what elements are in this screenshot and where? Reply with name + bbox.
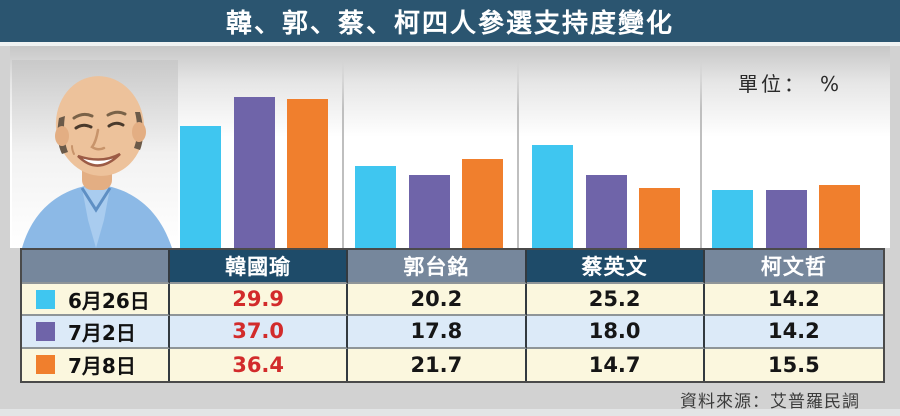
unit-label: 單位： % [737, 72, 842, 96]
bar-韓國瑜-7月2日 [233, 97, 275, 248]
value-ko-0626: 14.2 [704, 284, 883, 317]
column-header-tsai: 蔡英文 [526, 250, 705, 284]
bar-韓國瑜-7月8日 [287, 99, 328, 248]
bar-蔡英文-6月26日 [532, 145, 573, 248]
value-ko-0708: 15.5 [704, 348, 883, 381]
bar-蔡英文-7月8日 [639, 188, 680, 248]
value-han-0708: 36.4 [170, 348, 349, 381]
date-label: 7月2日 [68, 320, 136, 345]
row-label-0708: 7月8日 [22, 348, 170, 381]
bar-柯文哲-6月26日 [712, 190, 753, 248]
bottom-strip [0, 409, 900, 416]
title-bar: 韓、郭、蔡、柯四人參選支持度變化 [0, 0, 900, 42]
legend-swatch-orange [36, 355, 55, 375]
column-header-han: 韓國瑜 [170, 250, 349, 284]
value-tsai-0708: 14.7 [526, 348, 705, 381]
data-table: 韓國瑜 郭台銘 蔡英文 柯文哲 6月26日 29.9 20.2 25.2 14.… [20, 248, 885, 383]
column-header-gou: 郭台銘 [348, 250, 527, 284]
title-separator [0, 42, 900, 46]
legend-swatch-purple [36, 321, 55, 341]
group-divider [700, 62, 702, 248]
bar-柯文哲-7月8日 [819, 185, 860, 248]
value-gou-0702: 17.8 [348, 316, 527, 349]
source-credit: 資料來源：艾普羅民調 [680, 392, 860, 412]
value-gou-0626: 20.2 [348, 284, 527, 317]
value-ko-0702: 14.2 [704, 316, 883, 349]
value-tsai-0626: 25.2 [526, 284, 705, 317]
date-label: 7月8日 [68, 354, 136, 379]
value-gou-0708: 21.7 [348, 348, 527, 381]
table-corner-cell [22, 250, 170, 284]
bar-柯文哲-7月2日 [765, 190, 807, 248]
page-title: 韓、郭、蔡、柯四人參選支持度變化 [225, 8, 674, 39]
legend-swatch-cyan [36, 289, 55, 309]
bar-郭台銘-6月26日 [355, 166, 396, 248]
han-kuo-yu-photo [12, 60, 178, 248]
row-label-0702: 7月2日 [22, 316, 170, 349]
group-divider [517, 62, 519, 248]
bar-蔡英文-7月2日 [585, 175, 627, 248]
value-han-0702: 37.0 [170, 316, 349, 349]
group-divider [342, 62, 344, 248]
date-label: 6月26日 [68, 288, 150, 313]
bar-韓國瑜-6月26日 [180, 126, 221, 248]
bar-郭台銘-7月2日 [408, 175, 450, 248]
bar-郭台銘-7月8日 [462, 159, 503, 248]
value-tsai-0702: 18.0 [526, 316, 705, 349]
row-label-0626: 6月26日 [22, 284, 170, 317]
column-header-ko: 柯文哲 [704, 250, 883, 284]
value-han-0626: 29.9 [170, 284, 349, 317]
